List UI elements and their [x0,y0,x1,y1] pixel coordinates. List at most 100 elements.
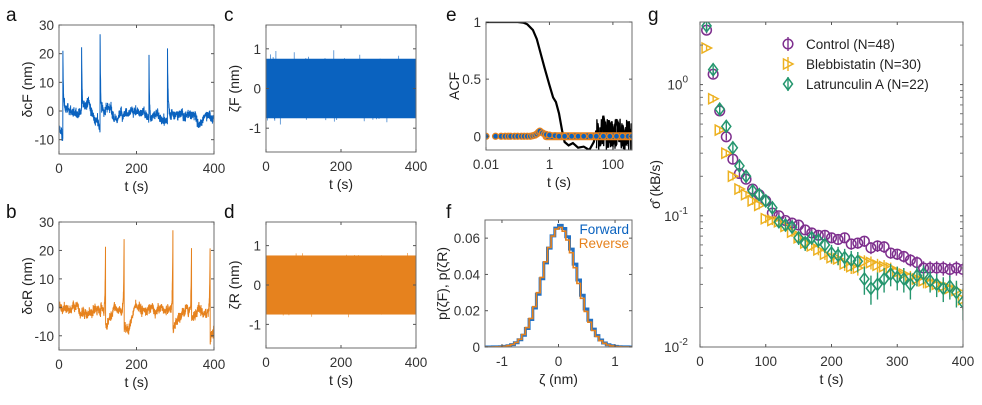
data-point [707,62,719,77]
marker-diamond [714,101,726,117]
data-point [727,170,740,183]
y-tick-label: -10 [34,133,54,148]
data-point [766,200,778,216]
data-point [957,290,963,311]
legend-marker [782,76,794,92]
data-point [904,272,916,300]
axes-frame: 0 200 400 -1 0 1 t (s) ζR (nm) [226,221,427,388]
marker-triangle [767,214,779,227]
marker-diamond [701,22,713,34]
data-point [852,237,864,249]
marker-triangle [714,123,727,137]
data-layer [266,252,416,318]
data-point [714,123,727,137]
data-point [931,274,943,298]
marker-triangle [747,194,760,208]
x-tick-label: 200 [125,161,148,176]
marker-triangle [859,255,871,268]
plot-area [58,24,215,155]
data-point [891,248,903,261]
data-point [858,235,870,247]
marker-diamond [918,266,929,282]
data-point [918,265,929,285]
x-axis-label: t (s) [329,372,353,388]
marker-circle [852,237,864,249]
marker-circle [865,242,877,254]
data-point [747,194,760,208]
legend-entry-blebbistatin: Blebbistatin (N=30) [782,57,921,72]
marker-diamond [760,193,772,209]
legend-entry-forward: Forward [579,222,629,237]
x-tick-label: 400 [203,357,226,372]
y-axis-label: p(ζF), p(ζR) [434,247,450,320]
marker-triangle [957,293,963,306]
marker-diamond [944,279,956,294]
data-point [727,140,739,156]
legend-entry-latrunculin-a: Latrunculin A (N=22) [782,76,929,92]
data-point [734,158,745,174]
x-tick-label: 100 [754,354,777,369]
marker-circle [944,263,956,276]
data-point [839,248,851,269]
marker-diamond [773,214,785,230]
marker-diamond [707,62,719,77]
marker-diamond [799,235,811,251]
axes-frame: -1 0 1 0 0.02 0.04 0.06 ζ (nm) p(ζF), p(ζR) [434,219,633,387]
y-axis-label: δcF (nm) [19,61,35,117]
data-point [799,224,811,236]
data-point [720,119,732,134]
data-point [773,214,785,230]
data-point [740,169,752,184]
data-point [852,251,864,273]
data-point [859,255,871,269]
y-tick-label: 20 [39,47,54,62]
panel-label: c [224,5,234,26]
marker-triangle [727,170,740,183]
y-tick-label: -1 [249,121,261,136]
y-tick-label: 10-1 [664,206,688,224]
data-point [734,182,747,196]
marker-diamond [950,285,962,300]
data-point [845,250,857,271]
data-point [839,232,851,244]
marker-diamond [819,237,831,253]
x-axis-label: t (s) [329,176,353,192]
x-tick-label: 200 [330,159,353,174]
y-tick-label: 100 [667,75,688,93]
y-tick-label: 0 [46,104,54,119]
marker-diamond [898,271,910,287]
series-reverse-line [59,230,214,345]
series-acf-delta-tail [595,118,632,150]
marker-triangle [753,199,766,212]
x-tick-label: 1 [611,354,619,369]
y-axis-label: ACF [446,72,462,100]
marker-diamond [839,250,851,265]
x-tick-label: 200 [125,357,148,372]
series-reverse-hist [485,226,632,347]
acf-zeta-marker [606,132,614,140]
marker-diamond [957,294,963,310]
series-reverse-band [266,255,416,315]
y-tick-label: 10 [39,272,54,287]
legend-entry-control: Control (N=48) [782,37,895,52]
data-point [825,232,838,244]
data-point [904,254,916,267]
marker-diamond [872,277,883,292]
x-tick-label: 0 [55,161,63,176]
marker-triangle [707,92,720,105]
data-point [707,92,720,105]
data-point [924,270,936,293]
x-tick-label: 0 [262,355,270,370]
acf-zeta-marker [612,132,621,140]
acf-zeta-marker [567,132,576,140]
data-point [950,280,962,308]
plot-area [58,221,215,351]
y-tick-label: 0.5 [462,72,481,87]
data-point [832,246,844,266]
y-tick-label: -10 [34,329,54,344]
data-point [865,256,878,270]
axes-frame: 0 200 400 -1 0 1 t (s) ζF (nm) [226,24,427,192]
